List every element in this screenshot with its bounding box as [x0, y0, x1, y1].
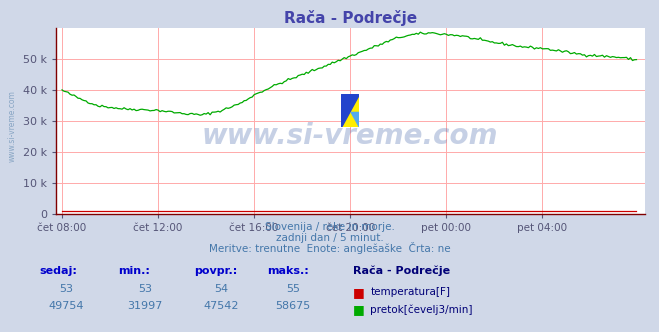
Polygon shape	[351, 113, 360, 127]
Text: 49754: 49754	[48, 301, 84, 311]
Text: sedaj:: sedaj:	[40, 266, 77, 276]
Text: maks.:: maks.:	[267, 266, 308, 276]
Text: 53: 53	[59, 284, 73, 294]
Text: 47542: 47542	[203, 301, 239, 311]
Text: Rača - Podrečje: Rača - Podrečje	[353, 265, 449, 276]
Text: min.:: min.:	[119, 266, 150, 276]
Text: 31997: 31997	[127, 301, 163, 311]
Text: 55: 55	[286, 284, 301, 294]
Text: temperatura[F]: temperatura[F]	[370, 287, 450, 297]
Text: 54: 54	[214, 284, 228, 294]
Polygon shape	[341, 94, 360, 127]
Title: Rača - Podrečje: Rača - Podrečje	[283, 10, 417, 26]
Text: www.si-vreme.com: www.si-vreme.com	[202, 122, 498, 150]
Polygon shape	[341, 94, 360, 127]
Text: zadnji dan / 5 minut.: zadnji dan / 5 minut.	[275, 233, 384, 243]
Text: ■: ■	[353, 303, 364, 316]
Text: povpr.:: povpr.:	[194, 266, 238, 276]
Text: pretok[čevelj3/min]: pretok[čevelj3/min]	[370, 304, 473, 315]
Text: Slovenija / reke in morje.: Slovenija / reke in morje.	[264, 222, 395, 232]
Text: 53: 53	[138, 284, 152, 294]
Text: Meritve: trenutne  Enote: anglešaške  Črta: ne: Meritve: trenutne Enote: anglešaške Črta…	[209, 242, 450, 254]
Text: ■: ■	[353, 286, 364, 299]
Text: 58675: 58675	[275, 301, 311, 311]
Text: www.si-vreme.com: www.si-vreme.com	[8, 90, 17, 162]
